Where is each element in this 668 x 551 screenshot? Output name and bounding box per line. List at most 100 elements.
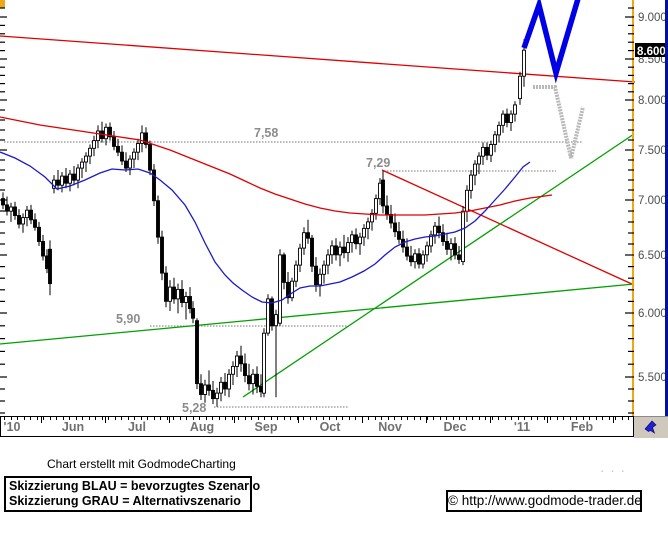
time-axis-minor-tick: [23, 417, 25, 420]
copyright-url: © http://www.godmode-trader.de: [448, 493, 642, 508]
time-axis-minor-tick: [244, 417, 246, 420]
last-price-badge-text: 8.600: [637, 46, 666, 58]
time-axis-minor-tick: [17, 417, 18, 420]
price-axis-label: 5.500: [638, 372, 667, 384]
time-axis-minor-tick: [582, 417, 584, 420]
time-axis-minor-tick: [75, 417, 77, 420]
time-axis-minor-tick: [335, 417, 337, 420]
time-axis-label: Aug: [189, 420, 215, 434]
time-axis-minor-tick: [153, 417, 155, 420]
time-axis-minor-tick: [212, 417, 213, 420]
time-axis-minor-tick: [114, 417, 116, 420]
time-axis-label: Jul: [127, 420, 147, 434]
time-axis-minor-tick: [452, 417, 454, 420]
time-axis-minor-tick: [225, 417, 226, 420]
time-axis-minor-tick: [413, 417, 415, 420]
time-axis-minor-tick: [407, 417, 408, 420]
time-axis-minor-tick: [465, 417, 467, 420]
time-axis-minor-tick: [550, 417, 551, 420]
time-axis-minor-tick: [88, 417, 90, 420]
time-axis-major-tick: [426, 417, 427, 423]
time-axis-minor-tick: [316, 417, 317, 420]
time-axis-minor-tick: [62, 417, 64, 420]
time-axis-minor-tick: [257, 417, 259, 420]
time-axis-minor-tick: [56, 417, 57, 420]
time-axis-minor-tick: [82, 417, 83, 420]
time-axis-minor-tick: [420, 417, 421, 420]
time-axis-major-tick: [613, 417, 614, 423]
time-axis-minor-tick: [166, 417, 168, 420]
time-axis-minor-tick: [140, 417, 142, 420]
time-axis-minor-tick: [218, 417, 220, 420]
time-axis-major-tick: [41, 417, 42, 423]
time-axis-minor-tick: [192, 417, 194, 420]
time-axis-label: Sep: [254, 420, 278, 434]
time-axis-label: Dec: [443, 420, 467, 434]
time-axis-minor-tick: [303, 417, 304, 420]
time-axis-minor-tick: [355, 417, 356, 420]
time-axis-minor-tick: [459, 417, 460, 420]
last-price-badge: [635, 43, 666, 57]
price-level-label: 5,28: [182, 401, 206, 415]
scenario-legend-blue: Skizzierung BLAU = bevorzugtes Szenario: [9, 479, 261, 493]
time-axis-minor-tick: [530, 417, 532, 420]
time-axis-minor-tick: [186, 417, 187, 420]
time-axis-minor-tick: [615, 417, 616, 420]
time-axis-minor-tick: [524, 417, 525, 420]
time-axis-minor-tick: [160, 417, 161, 420]
time-axis-minor-tick: [608, 417, 610, 420]
time-axis-minor-tick: [368, 417, 369, 420]
time-axis-minor-tick: [348, 417, 350, 420]
time-axis-minor-tick: [602, 417, 603, 420]
price-axis-label: 8.000: [638, 95, 667, 107]
time-axis-minor-tick: [576, 417, 577, 420]
scenario-alternative-gray: [533, 85, 585, 159]
time-axis-label: Feb: [570, 420, 594, 434]
time-axis-minor-tick: [134, 417, 135, 420]
time-axis-minor-tick: [147, 417, 148, 420]
trendline-shallow-uptrend: [0, 283, 635, 345]
price-chart-canvas[interactable]: 7,587,295,905,289.0008.5008.0007.5007.00…: [0, 0, 668, 417]
time-axis-minor-tick: [589, 417, 590, 420]
time-axis-minor-tick: [251, 417, 252, 420]
price-axis-label: 9.000: [638, 12, 667, 24]
time-axis-minor-tick: [478, 417, 480, 420]
price-axis-ticks: [625, 7, 634, 414]
price-chart-region[interactable]: 7,58 7,29 5,90 5,28 9.000 8.500 8.000 7.500 7.00…: [0, 0, 668, 417]
time-axis-major-tick: [234, 417, 235, 423]
scenario-preferred-blue: [521, 0, 581, 84]
time-axis-minor-tick: [283, 417, 285, 420]
time-axis-minor-tick: [270, 417, 272, 420]
trendline-major-downtrend: [0, 35, 636, 83]
time-axis-major-tick: [362, 417, 363, 423]
scenario-legend-gray: Skizzierung GRAU = Alternativszenario: [9, 494, 241, 508]
time-axis-minor-tick: [537, 417, 538, 420]
time-axis-minor-tick: [387, 417, 389, 420]
time-axis-minor-tick: [121, 417, 122, 420]
time-axis-minor-tick: [69, 417, 70, 420]
trendline-steep-uptrend: [242, 133, 635, 398]
time-axis-minor-tick: [400, 417, 402, 420]
time-axis[interactable]: '10 Jun Jul Aug Sep Oct Nov Dec '11 Feb: [0, 416, 634, 437]
time-axis-minor-tick: [296, 417, 298, 420]
time-axis-label: Nov: [378, 420, 402, 434]
price-axis-label: 7.500: [638, 145, 667, 157]
time-axis-minor-tick: [491, 417, 493, 420]
time-axis-minor-tick: [621, 417, 623, 420]
time-axis-minor-tick: [30, 417, 31, 420]
time-axis-label: Jun: [61, 420, 85, 434]
time-axis-minor-tick: [446, 417, 447, 420]
price-axis-label: 6.000: [638, 308, 667, 320]
price-level-label: 7,58: [254, 126, 278, 140]
time-axis-label: '10: [3, 420, 21, 434]
time-axis-minor-tick: [485, 417, 486, 420]
trendline-minor-downtrend: [381, 169, 635, 286]
slow-ma-red: [0, 116, 553, 216]
axis-corner-button[interactable]: [634, 416, 668, 438]
time-axis-minor-tick: [101, 417, 103, 420]
time-axis-minor-tick: [511, 417, 512, 420]
time-axis-minor-tick: [127, 417, 129, 420]
time-axis-minor-tick: [342, 417, 343, 420]
price-axis-label: 6.500: [638, 250, 667, 262]
window-right-edge: [665, 0, 668, 417]
